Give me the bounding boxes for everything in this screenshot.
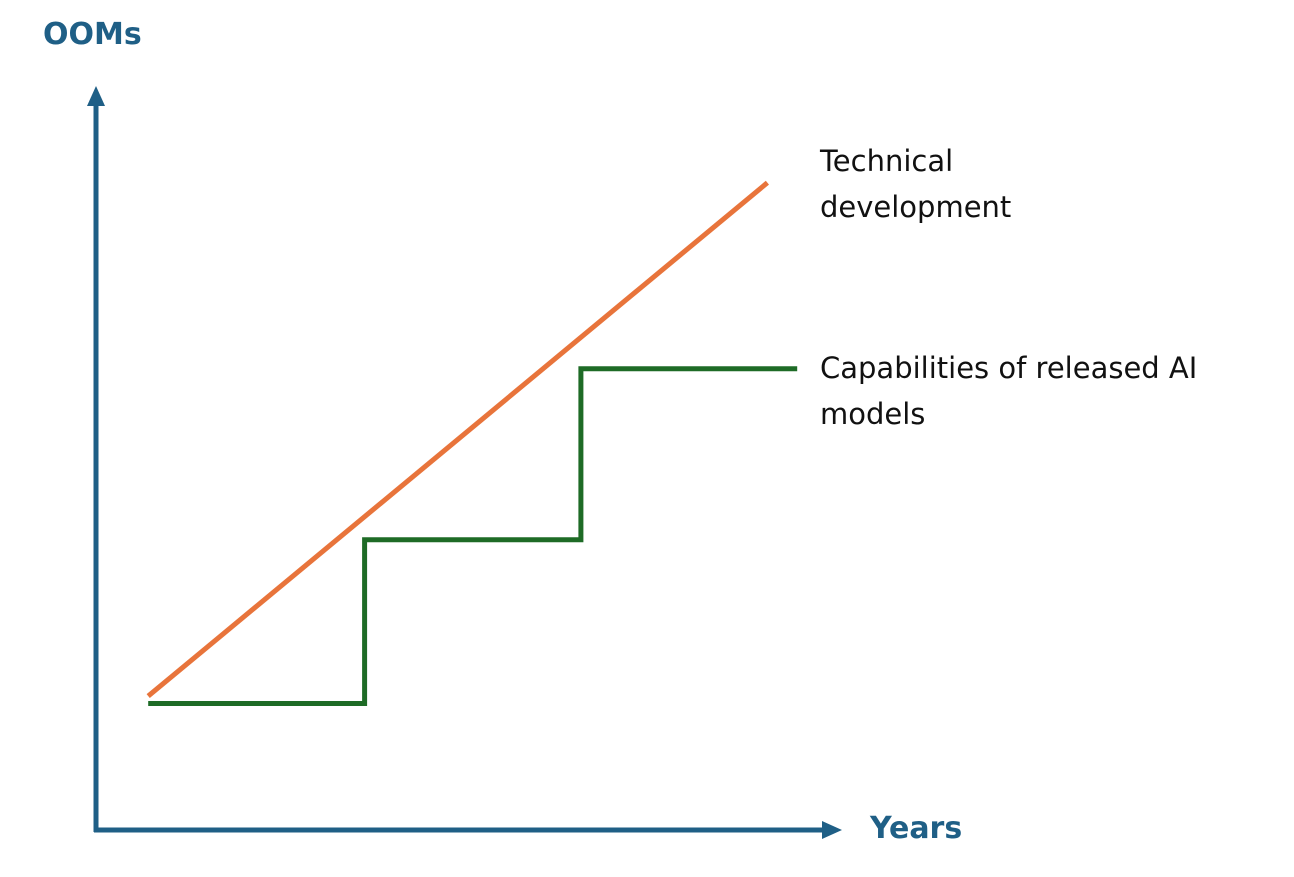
series-layer <box>146 180 798 706</box>
technical-development-label-line: development <box>820 190 1012 224</box>
released-capabilities-step-line <box>148 366 798 706</box>
released-capabilities-label: Capabilities of released AI models <box>820 345 1197 437</box>
x-axis-arrowhead <box>822 821 842 839</box>
released-capabilities-label-line: models <box>820 397 926 431</box>
x-axis-title: Years <box>870 811 963 846</box>
axes <box>87 86 842 839</box>
y-axis-arrowhead <box>87 86 105 106</box>
y-axis-title: OOMs <box>43 17 142 52</box>
technical-development-label: Technical development <box>820 138 1011 230</box>
technical-development-line <box>146 180 769 699</box>
released-capabilities-label-line: Capabilities of released AI <box>820 351 1198 385</box>
technical-development-label-line: Technical <box>820 144 954 178</box>
